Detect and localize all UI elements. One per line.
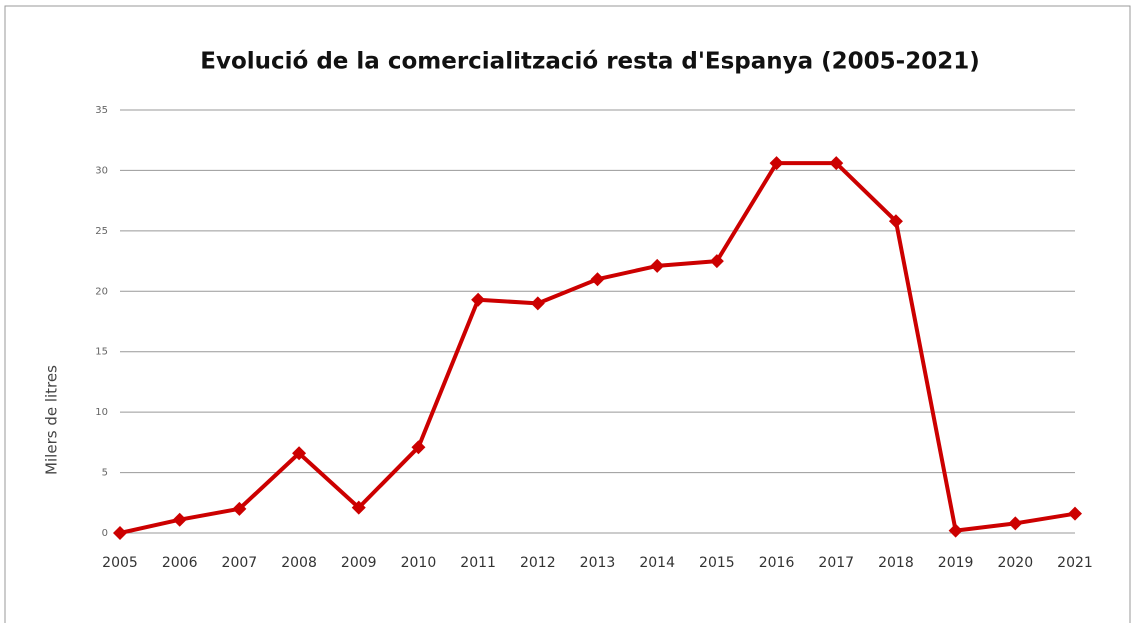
marker <box>113 526 127 540</box>
marker <box>829 156 844 171</box>
marker <box>530 296 545 311</box>
marker <box>590 272 605 287</box>
x-tick-label: 2008 <box>281 555 317 571</box>
marker <box>351 500 366 515</box>
marker <box>1068 506 1082 521</box>
chart-title: Evolució de la comercialització resta d'… <box>200 49 979 75</box>
y-tick-label: 5 <box>102 468 108 479</box>
y-tick-label: 30 <box>95 165 108 176</box>
marker <box>888 214 903 229</box>
y-axis-label: Milers de litres <box>43 365 61 475</box>
x-tick-label: 2010 <box>401 555 437 571</box>
x-tick-label: 2017 <box>818 555 854 571</box>
marker <box>650 258 665 273</box>
y-tick-label: 35 <box>95 105 108 116</box>
marker <box>232 501 247 516</box>
marker <box>709 254 724 269</box>
marker <box>1008 516 1023 531</box>
y-tick-label: 25 <box>95 226 108 237</box>
x-tick-label: 2015 <box>699 555 735 571</box>
marker <box>948 523 963 538</box>
x-tick-label: 2005 <box>102 555 138 571</box>
marker <box>172 512 187 527</box>
x-tick-label: 2016 <box>759 555 795 571</box>
marker <box>292 446 307 461</box>
marker <box>471 292 486 307</box>
x-tick-label: 2009 <box>341 555 377 571</box>
y-tick-label: 10 <box>95 407 108 418</box>
y-tick-label: 0 <box>102 528 108 539</box>
y-tick-label: 20 <box>95 286 108 297</box>
x-tick-label: 2013 <box>580 555 616 571</box>
line <box>119 161 1076 535</box>
marker <box>769 156 784 171</box>
x-tick-label: 2011 <box>460 555 496 571</box>
x-tick-label: 2019 <box>938 555 974 571</box>
x-tick-label: 2007 <box>222 555 258 571</box>
x-tick-label: 2014 <box>639 555 675 571</box>
x-tick-label: 2021 <box>1057 555 1093 571</box>
x-tick-label: 2006 <box>162 555 198 571</box>
x-tick-label: 2012 <box>520 555 556 571</box>
y-tick-label: 15 <box>95 347 108 358</box>
x-tick-label: 2020 <box>997 555 1033 571</box>
frame <box>4 5 1131 623</box>
marker <box>411 440 426 455</box>
x-tick-label: 2018 <box>878 555 914 571</box>
